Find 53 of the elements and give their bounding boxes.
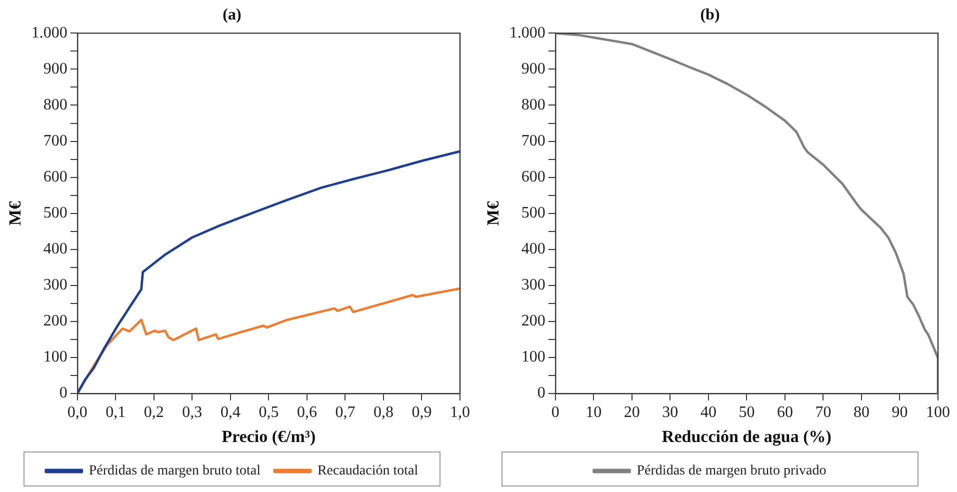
x-tick-label: 70 xyxy=(815,404,832,422)
x-tick-label: 20 xyxy=(624,404,640,422)
y-axis-title: M€ xyxy=(484,200,503,226)
x-tick-label: 0,3 xyxy=(182,404,202,422)
y-tick-label: 1.000 xyxy=(509,24,546,42)
y-tick-label: 400 xyxy=(521,240,546,258)
legend-label: Pérdidas de margen bruto privado xyxy=(636,464,826,479)
x-axis-title: Reducción de agua (%) xyxy=(662,427,832,446)
x-tick-label: 0,8 xyxy=(373,404,394,422)
y-tick-label: 500 xyxy=(521,204,546,222)
x-tick-label: 0,0 xyxy=(67,404,88,422)
y-tick-label: 200 xyxy=(43,312,68,330)
x-tick-label: 80 xyxy=(853,404,870,422)
y-tick-label: 500 xyxy=(43,204,68,222)
chart-title: (b) xyxy=(700,6,720,24)
x-tick-label: 40 xyxy=(700,404,716,422)
x-tick-label: 0,9 xyxy=(412,404,432,422)
y-tick-label: 800 xyxy=(43,96,68,114)
x-tick-label: 90 xyxy=(892,404,908,422)
y-tick-label: 300 xyxy=(521,276,546,294)
y-tick-label: 800 xyxy=(521,96,546,114)
x-tick-label: 0,2 xyxy=(144,404,164,422)
y-tick-label: 900 xyxy=(521,60,546,78)
y-tick-label: 700 xyxy=(43,132,68,150)
y-tick-label: 400 xyxy=(43,240,68,258)
y-tick-label: 600 xyxy=(521,168,546,186)
x-tick-label: 0 xyxy=(551,404,560,422)
y-tick-label: 900 xyxy=(43,60,68,78)
x-tick-label: 60 xyxy=(776,404,793,422)
y-tick-label: 200 xyxy=(521,312,546,330)
x-tick-label: 50 xyxy=(738,404,755,422)
x-tick-label: 0,5 xyxy=(258,404,279,422)
y-tick-label: 0 xyxy=(59,384,68,402)
y-tick-label: 1.000 xyxy=(31,24,68,42)
y-tick-label: 100 xyxy=(521,348,546,366)
y-tick-label: 600 xyxy=(43,168,68,186)
x-axis-title: Precio (€/m³) xyxy=(222,427,316,446)
x-tick-label: 0,1 xyxy=(106,404,126,422)
x-tick-label: 1,0 xyxy=(450,404,470,422)
x-tick-label: 0,4 xyxy=(220,404,240,422)
legend-label: Pérdidas de margen bruto total xyxy=(88,464,261,479)
chart-title: (a) xyxy=(222,6,242,24)
y-tick-label: 700 xyxy=(521,132,546,150)
x-tick-label: 30 xyxy=(662,404,678,422)
x-tick-label: 0,6 xyxy=(296,404,317,422)
y-tick-label: 300 xyxy=(43,276,68,294)
y-tick-label: 0 xyxy=(537,384,546,402)
x-tick-label: 100 xyxy=(926,404,950,422)
x-tick-label: 10 xyxy=(586,404,602,422)
legend-label: Recaudación total xyxy=(317,464,418,479)
y-tick-label: 100 xyxy=(43,348,68,366)
y-axis-title: M€ xyxy=(6,200,25,226)
x-tick-label: 0,7 xyxy=(335,404,356,422)
